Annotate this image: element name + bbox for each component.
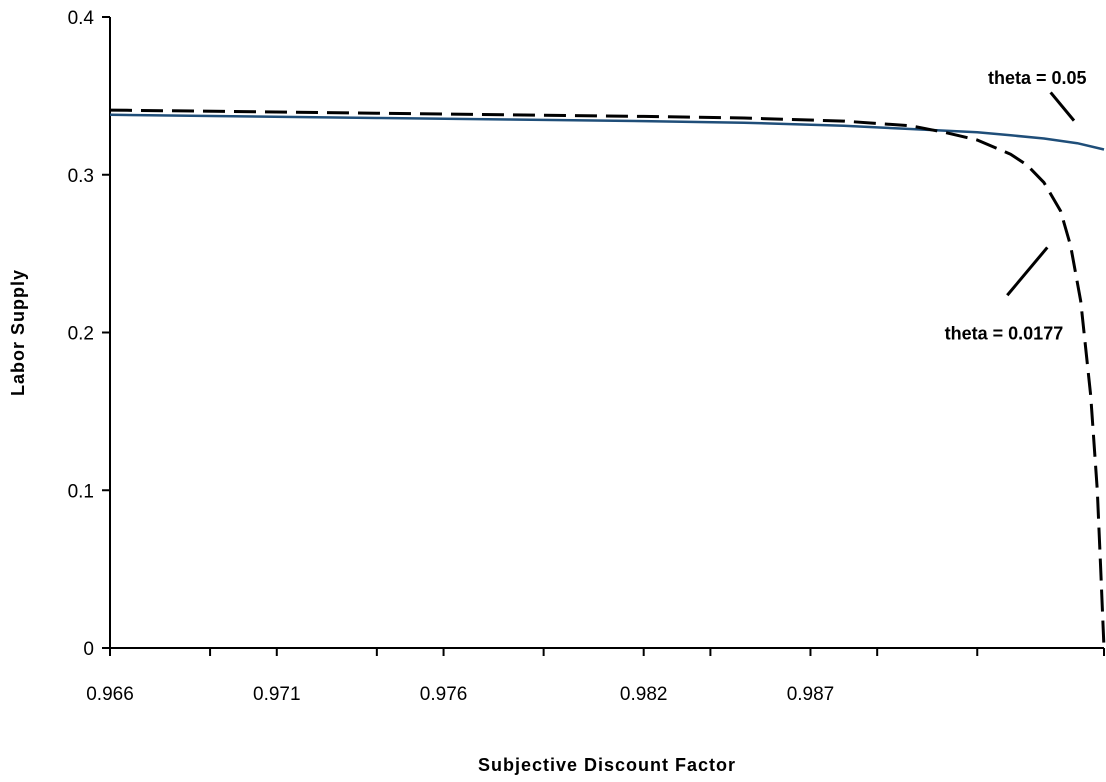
x-tick-label: 0.966 bbox=[86, 684, 134, 705]
series-group bbox=[109, 108, 1106, 649]
annotation-label: theta = 0.0177 bbox=[945, 324, 1064, 344]
series-line-theta-005 bbox=[109, 113, 1105, 151]
annotation-label: theta = 0.05 bbox=[988, 68, 1087, 88]
y-axis-title: Labor Supply bbox=[8, 269, 28, 396]
y-tick-label: 0.1 bbox=[68, 481, 94, 502]
series-line-theta-00177 bbox=[109, 108, 1106, 649]
annotations-group: theta = 0.05 theta = 0.0177 bbox=[945, 68, 1087, 344]
x-tick-label: 0.982 bbox=[620, 684, 668, 705]
y-axis-ticks: 0 0.1 0.2 0.3 0.4 bbox=[68, 8, 110, 660]
x-tick-label: 0.976 bbox=[420, 684, 468, 705]
x-axis-title: Subjective Discount Factor bbox=[478, 755, 736, 775]
annotation-pointer bbox=[1049, 91, 1076, 122]
plot-area: 00.10.20.30.4 0.966 0.971 0.976 0.982 0.987 … bbox=[68, 8, 1106, 705]
y-tick-label: 0.2 bbox=[68, 324, 94, 345]
x-axis-ticks: 0.966 0.971 0.976 0.982 0.987 bbox=[86, 648, 1105, 705]
x-tick-label: 0.987 bbox=[787, 684, 835, 705]
y-tick-label: 0.4 bbox=[68, 8, 95, 29]
annotation-pointer bbox=[1006, 246, 1049, 297]
y-tick-label: 0 bbox=[83, 639, 94, 660]
x-tick-label: 0.971 bbox=[253, 684, 301, 705]
y-tick-label: 0.3 bbox=[68, 166, 94, 187]
